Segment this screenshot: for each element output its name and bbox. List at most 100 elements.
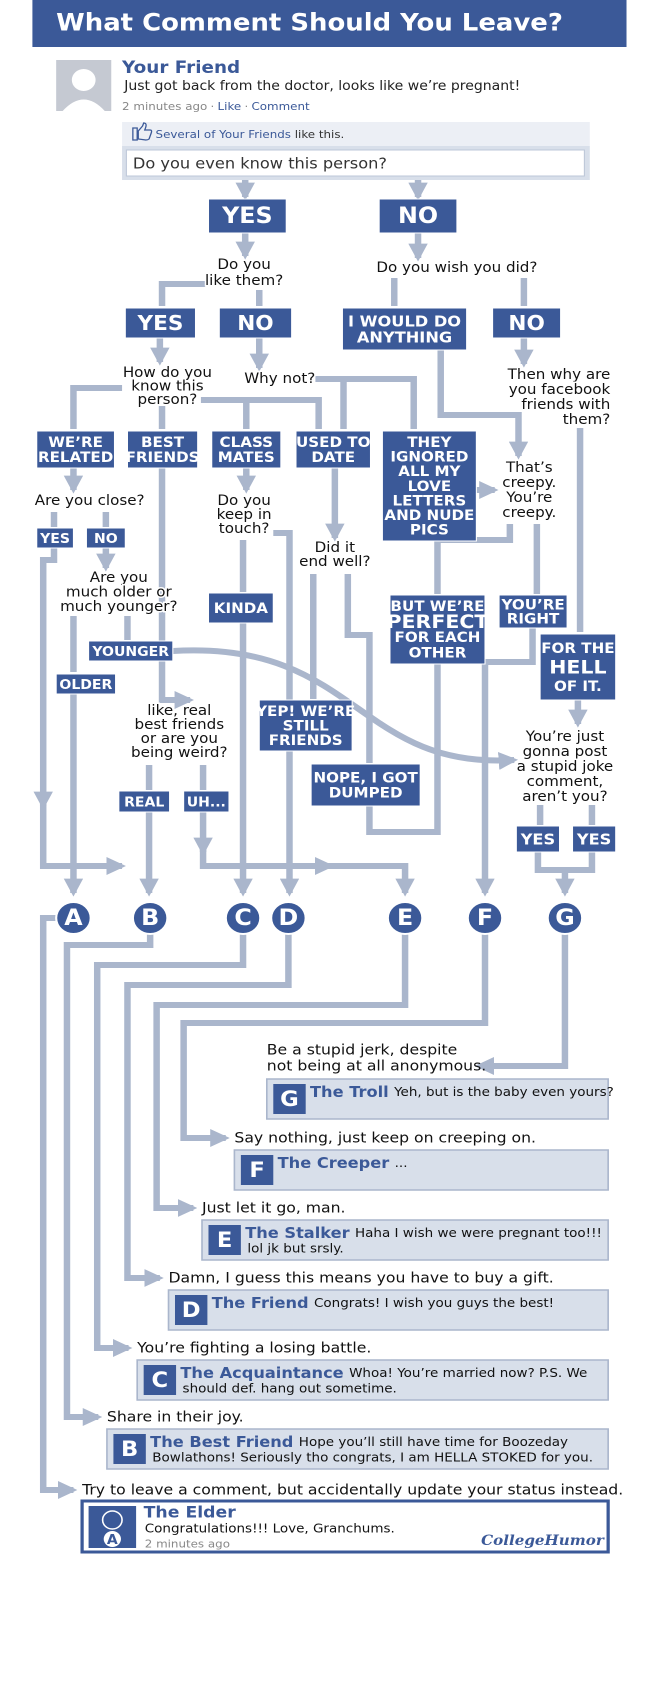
comment-text: Bowlathons! Seriously tho congrats, I am… xyxy=(152,1451,593,1465)
status-time: 2 minutes ago xyxy=(145,1537,230,1550)
comment-line: The Creeper... xyxy=(278,1154,408,1171)
connector xyxy=(180,933,489,1147)
persona: The Elder xyxy=(144,1503,237,1521)
connector xyxy=(344,574,373,763)
decision-box xyxy=(341,307,468,351)
decision-box xyxy=(207,592,274,624)
badge-letter: D xyxy=(182,1299,201,1323)
instruction: Share in their joy. xyxy=(107,1408,244,1425)
box-label: YEP! WE’RE xyxy=(255,703,355,719)
comment-line: The Best Friend Hope you’ll still have ti… xyxy=(150,1433,568,1450)
comment-text: Yeh, but is the baby even yours? xyxy=(393,1085,614,1099)
question-text: know this xyxy=(131,378,203,394)
post-author[interactable]: Your Friend xyxy=(121,58,240,77)
question-text: Do you xyxy=(217,492,270,508)
question: Do you even know this person? xyxy=(133,155,387,172)
decision-box xyxy=(515,825,561,853)
question-text: like them? xyxy=(205,272,283,288)
connector xyxy=(124,933,292,1287)
box-label: FOR THE xyxy=(541,640,614,656)
outcome-letter: D xyxy=(279,906,299,931)
decision-box xyxy=(295,430,372,469)
persona: The Creeper xyxy=(278,1154,390,1171)
decision-box xyxy=(124,307,197,339)
box-label: RELATED xyxy=(38,449,113,465)
box-label: IGNORED xyxy=(390,449,468,465)
outcome-circle xyxy=(466,901,504,935)
comment-text: ... xyxy=(395,1156,408,1170)
question-text: person? xyxy=(138,391,198,407)
question-text: or are you xyxy=(141,730,218,746)
decision-box xyxy=(381,430,477,542)
comment-line: The Stalker Haha I wish we were pregnant … xyxy=(245,1224,602,1241)
question-text: much older or xyxy=(66,584,172,600)
outcome-circle xyxy=(55,901,92,935)
decision-box xyxy=(36,527,74,549)
question-text: keep in xyxy=(217,506,272,522)
question-text: Did it xyxy=(315,539,356,555)
box-label: FRIENDS xyxy=(269,732,343,748)
box-label: KINDA xyxy=(214,600,269,616)
question-text: Are you close? xyxy=(35,492,145,508)
comment-line: The Friend Congrats! I wish you guys the … xyxy=(212,1294,554,1311)
comment-input[interactable] xyxy=(125,149,585,177)
box-label: YES xyxy=(136,312,183,335)
avatar-body xyxy=(62,99,105,111)
box-label: ALL MY xyxy=(398,464,461,480)
box-label: HELL xyxy=(549,656,607,678)
outcome-letter: B xyxy=(141,906,159,931)
comment-box xyxy=(265,1078,609,1120)
post-text: Just got back from the doctor, looks lik… xyxy=(123,78,520,93)
box-label: LOVE xyxy=(408,478,452,494)
badge-letter: A xyxy=(107,1532,118,1547)
question-text: How do you xyxy=(123,364,212,380)
question-text: Then why are xyxy=(507,366,611,382)
like-link[interactable]: Like xyxy=(218,99,242,112)
connector xyxy=(273,530,300,897)
decision-box xyxy=(211,430,282,469)
box-label: YOU’RE xyxy=(500,597,564,613)
decision-box xyxy=(218,307,293,339)
decision-box xyxy=(55,673,117,695)
avatar-head xyxy=(71,69,96,91)
outcome-letter: E xyxy=(397,906,413,931)
question-text: Why not? xyxy=(244,370,315,386)
box-label: YES xyxy=(39,531,70,546)
likes-prefix[interactable]: Several of Your Friends xyxy=(156,127,291,140)
comment-text: lol jk but srsly. xyxy=(247,1242,343,1256)
connector xyxy=(200,397,322,429)
outcome-circle xyxy=(270,901,307,935)
box-label: YES xyxy=(520,831,556,848)
connector xyxy=(39,548,126,875)
instruction: Try to leave a comment, but accidentally… xyxy=(81,1481,623,1498)
instruction: Say nothing, just keep on creeping on. xyxy=(234,1129,536,1146)
comment-box xyxy=(136,1359,609,1401)
question-text: Do you xyxy=(217,256,270,272)
badge-letter: G xyxy=(280,1088,299,1112)
question-text: You’re just xyxy=(525,728,605,744)
comment-text: should def. hang out sometime. xyxy=(183,1382,397,1396)
box-label: OTHER xyxy=(409,645,467,661)
question-text: best friends xyxy=(135,716,225,732)
instruction: Damn, I guess this means you have to buy… xyxy=(169,1269,554,1286)
comment-link[interactable]: Comment xyxy=(251,99,310,112)
decision-box xyxy=(389,594,486,665)
outcome-letter: F xyxy=(477,906,493,931)
brand: CollegeHumor xyxy=(481,1532,605,1548)
decision-box xyxy=(571,825,617,853)
box-label: THEY xyxy=(407,435,452,451)
decision-box xyxy=(36,430,116,469)
question-text: You’re xyxy=(505,489,552,505)
question-text: much younger? xyxy=(60,598,177,614)
decision-box xyxy=(378,198,458,234)
question-text: end well? xyxy=(299,553,370,569)
comment-text: Whoa! You’re married now? P.S. We xyxy=(349,1366,587,1380)
box-label: LETTERS xyxy=(392,493,466,509)
outcome-letter: G xyxy=(555,906,574,931)
box-label: BEST xyxy=(141,434,184,450)
persona: The Troll xyxy=(310,1083,389,1100)
box-label: OLDER xyxy=(59,677,113,692)
box-label: OF IT. xyxy=(554,678,602,694)
